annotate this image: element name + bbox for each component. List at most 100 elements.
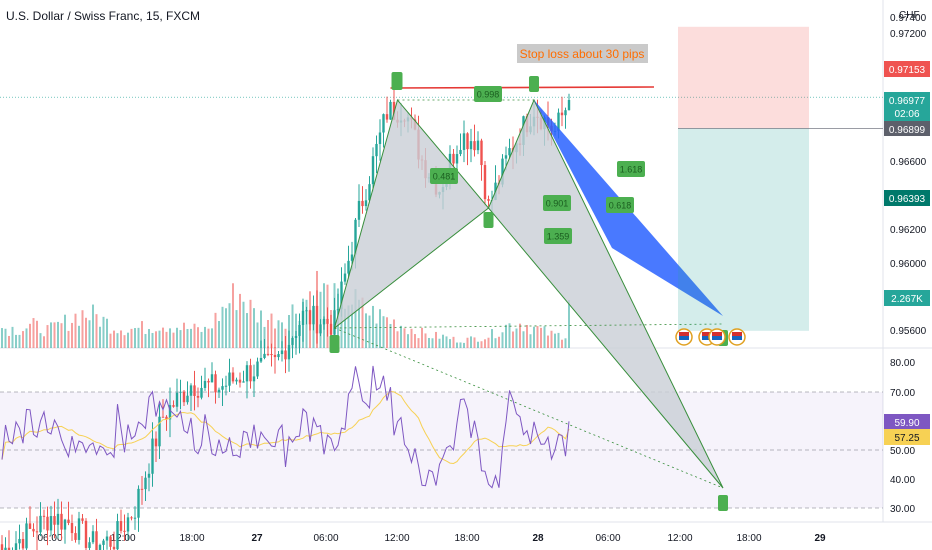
candle-body bbox=[483, 165, 487, 200]
rsi-ma-badge-text: 57.25 bbox=[894, 433, 919, 444]
volume-bar bbox=[368, 315, 371, 348]
volume-bar bbox=[246, 313, 248, 348]
volume-bar bbox=[144, 333, 147, 348]
candle-body bbox=[161, 416, 165, 418]
candle-body bbox=[364, 200, 368, 207]
volume-bar bbox=[522, 331, 525, 348]
volume-bar bbox=[323, 283, 325, 348]
candle-body bbox=[123, 530, 126, 532]
volume-bar bbox=[459, 342, 462, 348]
volume-bar bbox=[18, 334, 21, 348]
point-a-label bbox=[391, 72, 403, 90]
volume-bar bbox=[183, 322, 185, 348]
volume-badge bbox=[884, 290, 930, 306]
candle-body bbox=[298, 324, 301, 336]
stop-loss-zone bbox=[678, 26, 809, 129]
volume-bar bbox=[74, 313, 77, 348]
flag-icon bbox=[702, 336, 712, 340]
candle-body bbox=[214, 374, 217, 393]
candle-body bbox=[273, 354, 277, 358]
candle-body bbox=[301, 310, 305, 325]
volume-bar bbox=[253, 308, 255, 348]
candle-body bbox=[200, 387, 203, 398]
candle-body bbox=[238, 379, 242, 383]
volume-bar bbox=[410, 328, 413, 348]
target-price-badge bbox=[884, 190, 930, 206]
volume-bar bbox=[456, 342, 458, 348]
candle-body bbox=[175, 392, 179, 407]
volume-bar bbox=[218, 321, 220, 348]
point-d2-label bbox=[718, 495, 728, 511]
rsi-line bbox=[1, 365, 570, 489]
volume-bar bbox=[134, 328, 136, 348]
volume-bar bbox=[256, 322, 259, 348]
volume-bar bbox=[421, 327, 423, 348]
candle-body bbox=[476, 140, 480, 151]
volume-bar bbox=[393, 319, 395, 348]
candle-body bbox=[294, 335, 298, 338]
volume-bar bbox=[536, 326, 539, 348]
candle-body bbox=[88, 542, 91, 548]
volume-bar bbox=[57, 321, 59, 348]
time-tick-label: 12:00 bbox=[384, 533, 409, 544]
volume-bar bbox=[109, 333, 112, 348]
candle-body bbox=[368, 184, 371, 201]
candle-body bbox=[322, 318, 326, 325]
candle-body bbox=[119, 521, 123, 531]
candle-body bbox=[466, 133, 469, 150]
volume-bar bbox=[389, 323, 392, 348]
volume-bar bbox=[39, 333, 42, 348]
volume-bar bbox=[554, 333, 556, 348]
volume-bar bbox=[477, 341, 479, 348]
volume-bar bbox=[557, 332, 560, 348]
candle-body bbox=[329, 323, 333, 335]
candle-body bbox=[221, 386, 224, 390]
volume-bar bbox=[232, 283, 234, 348]
candle-body bbox=[266, 353, 270, 355]
volume-bar bbox=[158, 330, 161, 348]
volume-bar bbox=[403, 328, 406, 348]
volume-bar bbox=[561, 339, 563, 348]
candle-body bbox=[186, 395, 189, 403]
candle-body bbox=[56, 513, 60, 525]
candle-body bbox=[385, 114, 389, 120]
ratio-label-text: 0.481 bbox=[433, 172, 456, 182]
candle-body bbox=[354, 219, 357, 255]
volume-bar bbox=[452, 336, 455, 348]
candle-body bbox=[4, 547, 7, 550]
volume-bar bbox=[547, 335, 549, 348]
annotation-text: Stop loss about 30 pips bbox=[520, 47, 645, 61]
volume-bar bbox=[211, 328, 213, 348]
volume-bar bbox=[407, 334, 409, 348]
candle-body bbox=[105, 536, 109, 541]
candle-body bbox=[189, 385, 193, 396]
candle-body bbox=[371, 156, 375, 185]
candle-body bbox=[459, 149, 462, 155]
candle-body bbox=[95, 531, 98, 550]
time-tick-label: 06:00 bbox=[595, 533, 620, 544]
candle-body bbox=[480, 140, 483, 166]
volume-bar bbox=[235, 310, 238, 348]
ratio-label-text: 1.618 bbox=[620, 165, 643, 175]
volume-bar bbox=[431, 338, 434, 348]
pattern-xd-dotted bbox=[334, 323, 724, 329]
volume-bar bbox=[169, 328, 171, 348]
volume-bar bbox=[484, 339, 486, 348]
current-price-badge bbox=[884, 92, 930, 121]
candle-body bbox=[389, 101, 392, 120]
candle-body bbox=[326, 318, 329, 324]
ratio-label bbox=[430, 168, 458, 184]
candle-body bbox=[557, 112, 560, 131]
candle-body bbox=[144, 477, 147, 490]
ratio-label-text: 1.359 bbox=[547, 232, 570, 242]
rsi-tick-label: 50.00 bbox=[890, 446, 915, 457]
volume-bar bbox=[519, 323, 521, 348]
volume-bar bbox=[438, 338, 441, 348]
time-tick-label: 29 bbox=[814, 533, 826, 544]
candle-body bbox=[60, 513, 63, 530]
volume-bar bbox=[130, 328, 133, 348]
volume-bar bbox=[428, 337, 430, 348]
candle-body bbox=[193, 385, 196, 396]
candle-body bbox=[375, 143, 378, 157]
